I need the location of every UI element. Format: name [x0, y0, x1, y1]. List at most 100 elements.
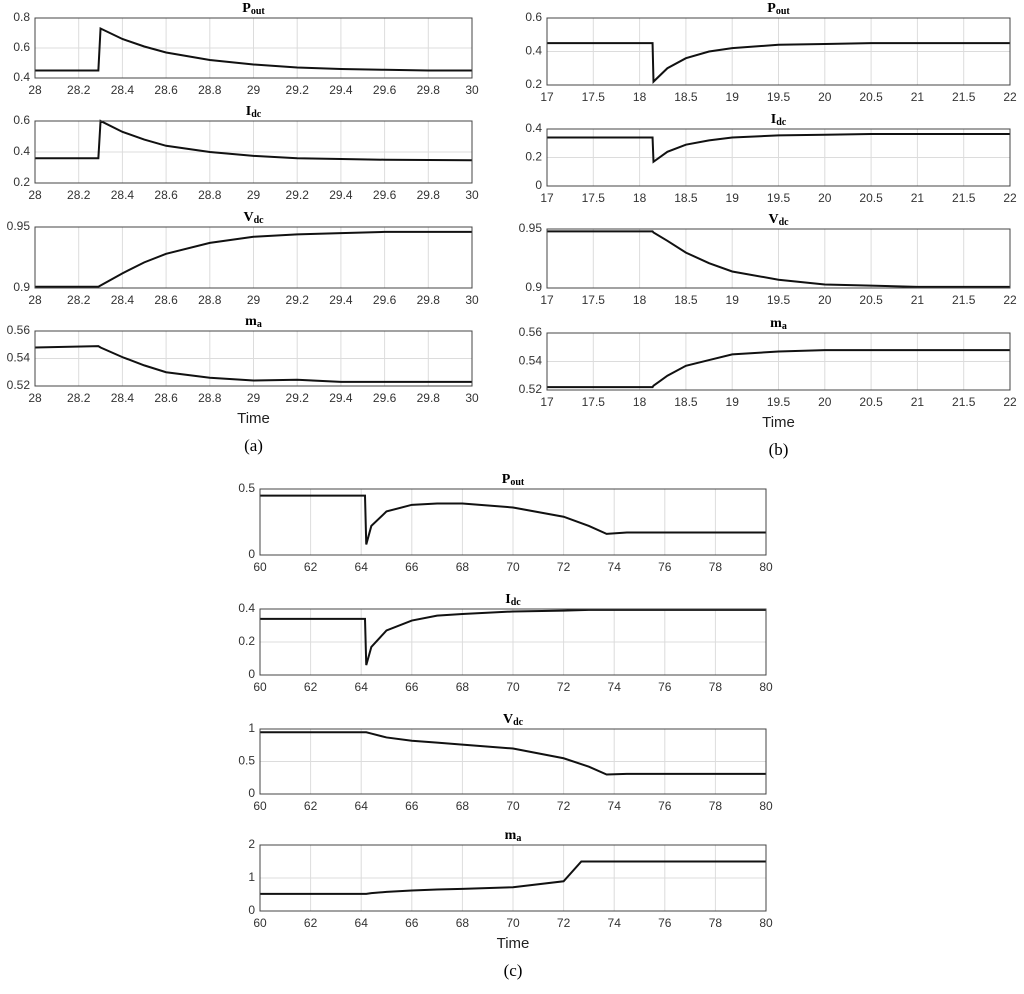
- y-tick-label: 0: [535, 178, 542, 192]
- title-sub: dc: [511, 597, 522, 608]
- panel-label: (a): [244, 436, 263, 455]
- title-main: P: [502, 472, 511, 487]
- x-tick-label: 20.5: [859, 90, 883, 104]
- x-tick-label: 20.5: [859, 395, 883, 409]
- y-tick-label: 0.54: [7, 351, 31, 365]
- x-tick-label: 80: [759, 916, 773, 930]
- title-sub: out: [776, 6, 791, 17]
- x-tick-label: 28.4: [111, 83, 135, 97]
- y-tick-label: 2: [248, 837, 255, 851]
- x-tick-label: 17.5: [582, 395, 606, 409]
- y-tick-label: 0.9: [525, 280, 542, 294]
- x-tick-label: 28.2: [67, 83, 91, 97]
- y-tick-label: 0.54: [519, 354, 543, 368]
- x-tick-label: 68: [456, 799, 470, 813]
- y-tick-label: 0.52: [519, 382, 543, 396]
- x-tick-label: 28.6: [154, 293, 178, 307]
- x-axis-label: Time: [762, 414, 795, 431]
- x-tick-label: 74: [608, 799, 622, 813]
- y-tick-label: 0.52: [7, 378, 31, 392]
- x-tick-label: 74: [608, 680, 622, 694]
- subplot-title: ma: [245, 314, 262, 330]
- plot-frame: [546, 228, 1011, 289]
- x-tick-label: 66: [405, 680, 419, 694]
- x-tick-label: 28.6: [154, 83, 178, 97]
- data-line: [35, 230, 472, 288]
- x-tick-label: 72: [557, 799, 571, 813]
- title-main: P: [242, 1, 251, 16]
- panel-label: (c): [504, 961, 523, 980]
- plot-frame: [34, 330, 473, 387]
- data-line: [547, 132, 1010, 164]
- x-tick-label: 22: [1003, 395, 1017, 409]
- x-tick-label: 17.5: [582, 90, 606, 104]
- x-tick-label: 28.2: [67, 391, 91, 405]
- x-tick-label: 19: [726, 90, 740, 104]
- title-main: m: [770, 316, 782, 331]
- x-tick-label: 22: [1003, 90, 1017, 104]
- data-line: [547, 42, 1010, 84]
- x-tick-label: 70: [506, 560, 520, 574]
- x-tick-label: 29.6: [373, 293, 397, 307]
- x-tick-label: 30: [465, 188, 479, 202]
- x-tick-label: 76: [658, 799, 672, 813]
- x-tick-label: 29.2: [286, 293, 310, 307]
- x-tick-label: 70: [506, 916, 520, 930]
- plot-frame: [34, 17, 473, 79]
- y-tick-label: 0: [248, 547, 255, 561]
- subplot-title: Idc: [505, 592, 521, 608]
- x-tick-label: 78: [709, 560, 723, 574]
- x-tick-label: 74: [608, 916, 622, 930]
- x-tick-label: 19.5: [767, 90, 791, 104]
- x-tick-label: 62: [304, 799, 318, 813]
- plot-frame: [259, 608, 767, 676]
- x-tick-label: 18: [633, 191, 647, 205]
- data-line: [34, 345, 472, 383]
- x-tick-label: 60: [253, 799, 267, 813]
- x-tick-label: 19: [726, 293, 740, 307]
- x-tick-label: 18.5: [674, 90, 698, 104]
- y-tick-label: 0.95: [7, 219, 31, 233]
- x-tick-label: 60: [253, 560, 267, 574]
- y-tick-label: 0.56: [7, 323, 31, 337]
- x-tick-label: 29.8: [417, 83, 441, 97]
- x-tick-label: 70: [506, 799, 520, 813]
- subplot-title: Pout: [502, 472, 525, 488]
- title-main: V: [768, 212, 778, 227]
- x-tick-label: 20: [818, 90, 832, 104]
- x-tick-label: 30: [465, 293, 479, 307]
- x-tick-label: 29.8: [417, 188, 441, 202]
- x-tick-label: 66: [405, 916, 419, 930]
- x-tick-label: 28: [28, 293, 42, 307]
- x-tick-label: 17.5: [582, 293, 606, 307]
- subplot-title: Vdc: [503, 712, 524, 728]
- x-tick-label: 29.4: [329, 188, 353, 202]
- data-line: [260, 860, 766, 895]
- y-tick-label: 0.6: [13, 113, 30, 127]
- y-tick-label: 0.4: [13, 144, 30, 158]
- y-tick-label: 0.4: [525, 44, 542, 58]
- x-tick-label: 78: [709, 680, 723, 694]
- x-tick-label: 30: [465, 391, 479, 405]
- x-tick-label: 64: [355, 916, 369, 930]
- x-tick-label: 62: [304, 680, 318, 694]
- panel-label: (b): [769, 440, 789, 459]
- x-tick-label: 68: [456, 916, 470, 930]
- x-tick-label: 18.5: [674, 395, 698, 409]
- x-tick-label: 29.4: [329, 391, 353, 405]
- data-line: [260, 608, 766, 666]
- x-tick-label: 28.8: [198, 391, 222, 405]
- y-tick-label: 0.4: [525, 121, 542, 135]
- x-tick-label: 19.5: [767, 293, 791, 307]
- x-tick-label: 66: [405, 799, 419, 813]
- x-tick-label: 29.6: [373, 188, 397, 202]
- x-tick-label: 21: [911, 191, 925, 205]
- plot-frame: [34, 226, 473, 289]
- title-main: V: [503, 712, 513, 727]
- x-tick-label: 28.4: [111, 391, 135, 405]
- y-tick-label: 0.2: [525, 77, 542, 91]
- title-sub: a: [257, 319, 262, 330]
- plot-frame: [259, 488, 767, 556]
- x-tick-label: 76: [658, 916, 672, 930]
- x-tick-label: 72: [557, 680, 571, 694]
